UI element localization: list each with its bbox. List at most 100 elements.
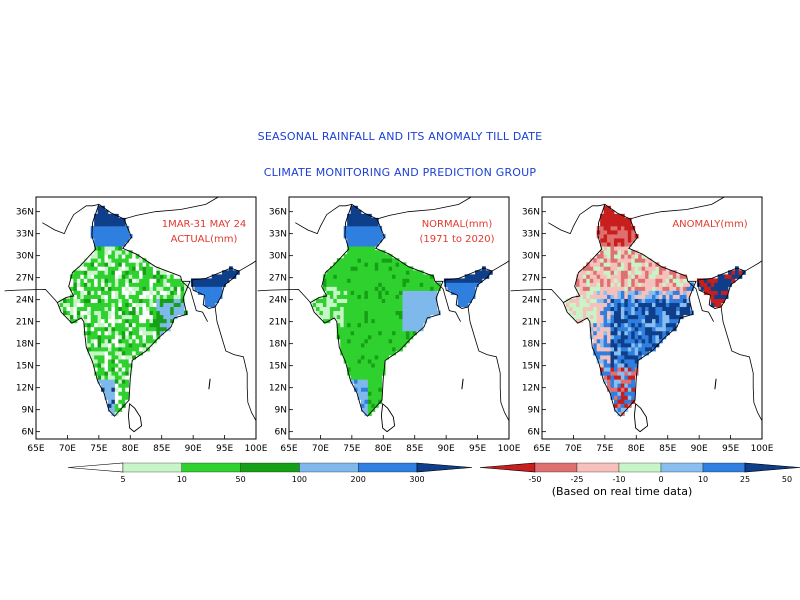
map-cell bbox=[360, 355, 365, 360]
map-cell bbox=[104, 330, 109, 336]
map-cell bbox=[111, 371, 116, 376]
map-cell bbox=[204, 282, 209, 287]
map-cell bbox=[367, 375, 372, 380]
map-cell bbox=[360, 217, 365, 223]
map-cell bbox=[350, 334, 355, 340]
map-cell bbox=[724, 286, 729, 291]
map-cell bbox=[73, 278, 78, 283]
northeast-border bbox=[444, 267, 493, 309]
map-cell bbox=[94, 246, 98, 251]
map-cell bbox=[121, 242, 126, 247]
map-cell bbox=[350, 213, 355, 219]
map-cell bbox=[624, 262, 629, 267]
map-cell bbox=[392, 310, 396, 316]
map-cell bbox=[627, 294, 632, 299]
map-cell bbox=[367, 338, 372, 344]
map-cell bbox=[222, 282, 226, 287]
map-cell bbox=[371, 395, 376, 400]
map-cell bbox=[620, 230, 625, 235]
map-cell bbox=[669, 326, 674, 332]
map-cell bbox=[617, 266, 622, 271]
map-cell bbox=[111, 379, 116, 384]
map-cell bbox=[357, 250, 362, 255]
map-cell bbox=[631, 262, 636, 267]
map-cell bbox=[360, 375, 365, 380]
map-cell bbox=[104, 250, 109, 255]
lat-tick-label: 33N bbox=[269, 230, 287, 240]
map-cell bbox=[381, 363, 386, 368]
map-cell bbox=[624, 375, 629, 380]
map-cell bbox=[163, 314, 168, 320]
map-cell bbox=[132, 258, 137, 263]
map-cell bbox=[645, 290, 649, 295]
map-cell bbox=[104, 298, 109, 303]
map-cell bbox=[211, 286, 216, 291]
map-cell bbox=[73, 310, 78, 316]
map-cell bbox=[177, 290, 181, 295]
map-cell bbox=[367, 310, 372, 316]
map-cell bbox=[627, 330, 632, 336]
map-cell bbox=[211, 278, 216, 283]
map-cell bbox=[672, 290, 677, 295]
map-cell bbox=[333, 298, 338, 303]
map-cell bbox=[641, 254, 646, 259]
map-cell bbox=[374, 310, 379, 316]
map-cell bbox=[371, 379, 376, 384]
map-cell bbox=[336, 330, 341, 336]
map-cell bbox=[107, 334, 112, 340]
map-cell bbox=[360, 262, 365, 267]
map-cell bbox=[364, 399, 369, 404]
map-cell bbox=[627, 367, 632, 372]
colorbar-right-arrow bbox=[416, 462, 473, 473]
map-cell bbox=[600, 246, 604, 251]
map-cell bbox=[679, 306, 684, 312]
map-cell bbox=[364, 238, 369, 243]
map-cell bbox=[340, 334, 345, 340]
andaman-islands bbox=[714, 378, 717, 390]
lat-tick-label: 30N bbox=[269, 252, 287, 262]
map-cell bbox=[613, 250, 618, 255]
map-cell bbox=[655, 266, 660, 271]
map-cell bbox=[596, 234, 601, 239]
map-cell bbox=[710, 286, 715, 291]
map-cell bbox=[617, 230, 622, 235]
map-cell bbox=[454, 278, 459, 283]
map-cell bbox=[620, 221, 625, 227]
map-cell bbox=[613, 367, 618, 372]
map-cell bbox=[142, 286, 147, 291]
map-cell bbox=[624, 383, 629, 388]
map-cell bbox=[603, 338, 608, 344]
map-cell bbox=[343, 346, 348, 352]
map-cell bbox=[433, 310, 438, 316]
map-cell bbox=[381, 266, 386, 271]
map-cell bbox=[357, 306, 362, 312]
map-cell bbox=[603, 213, 608, 219]
map-cell bbox=[388, 254, 393, 259]
map-cell bbox=[367, 266, 372, 271]
map-cell bbox=[620, 330, 625, 336]
map-cell bbox=[364, 274, 369, 279]
map-cell bbox=[409, 302, 414, 308]
map-cell bbox=[624, 314, 629, 320]
map-cell bbox=[357, 246, 362, 251]
map-cell bbox=[676, 294, 681, 299]
map-cell bbox=[319, 306, 324, 312]
map-cell bbox=[354, 330, 358, 336]
map-cell bbox=[104, 375, 109, 380]
map-cell bbox=[128, 250, 133, 255]
map-cell bbox=[104, 371, 109, 376]
map-cell bbox=[392, 342, 396, 348]
map-cell bbox=[142, 290, 147, 295]
map-cell bbox=[152, 322, 157, 328]
map-cell bbox=[662, 306, 667, 312]
map-cell bbox=[610, 254, 615, 259]
map-cell bbox=[132, 314, 137, 320]
map-cell bbox=[378, 391, 383, 396]
colorbar-segment bbox=[534, 462, 578, 473]
map-cell bbox=[111, 355, 116, 360]
map-cell bbox=[426, 314, 431, 320]
map-cell bbox=[97, 371, 102, 376]
map-cell bbox=[672, 314, 677, 320]
map-cell bbox=[589, 330, 594, 336]
map-cell bbox=[114, 246, 119, 251]
